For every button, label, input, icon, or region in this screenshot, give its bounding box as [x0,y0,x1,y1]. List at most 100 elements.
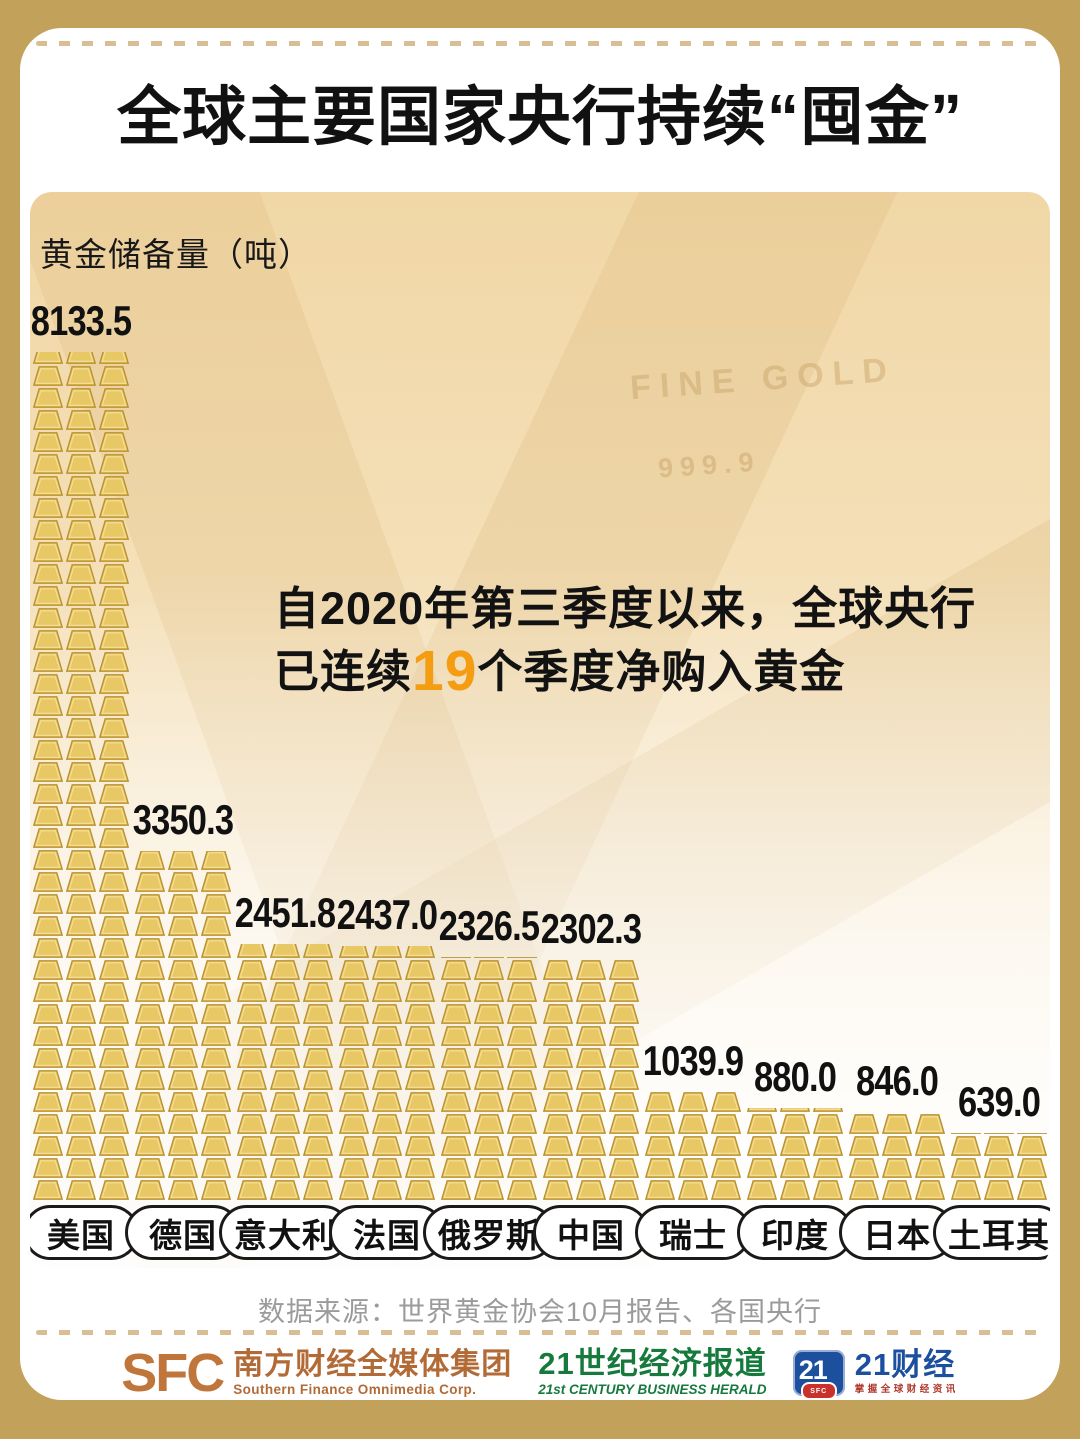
gold-bar-icon [201,1136,231,1156]
gold-bar-icon [99,1114,129,1134]
gold-bar-icon [66,828,96,848]
gold-bar-row [441,1092,537,1112]
gold-bar-row [543,1158,639,1178]
gold-bar-row [339,1136,435,1156]
gold-bar-icon [168,1158,198,1178]
gold-bar-row [441,1026,537,1046]
gold-bar-icon [576,1092,606,1112]
gold-bar-row [237,982,333,1002]
gold-bar-icon [99,388,129,408]
gold-bar-icon [66,1092,96,1112]
gold-bar-icon [441,960,471,980]
data-source-caption: 数据来源：世界黄金协会10月报告、各国央行 [257,1297,823,1327]
gold-bar-row [543,1004,639,1024]
sfc-name-en: Southern Finance Omnimedia Corp. [233,1381,477,1397]
gold-bar-icon [237,944,267,958]
gold-bar-row [237,944,333,958]
gold-bar-stack [951,1133,1047,1200]
gold-bar-icon [33,850,63,870]
gold-bar-row [441,960,537,980]
gold-bar-icon [339,1136,369,1156]
gold-bar-icon [135,1158,165,1178]
gold-bar-icon [33,740,63,760]
gold-bar-row [33,652,129,672]
gold-bar-icon [339,960,369,980]
gold-bar-row [747,1158,843,1178]
gold-bar-icon [99,938,129,958]
gold-bar-icon [33,432,63,452]
gold-bar-icon [66,564,96,584]
gold-bar-icon [33,696,63,716]
gold-bar-icon [882,1114,912,1134]
gold-bar-icon [474,1048,504,1068]
gold-bar-icon [507,957,537,958]
gold-bar-icon [441,1158,471,1178]
gold-bar-row [441,1114,537,1134]
gold-bar-icon [66,784,96,804]
gold-bar-icon [576,960,606,980]
gold-bar-row [441,1048,537,1068]
gold-bar-row [33,454,129,474]
gold-bar-icon [99,784,129,804]
gold-bar-icon [474,982,504,1002]
gold-bar-icon [168,1048,198,1068]
gold-bar-icon [405,1048,435,1068]
cj-name-block: 21财经 掌握全球财经资讯 [855,1348,959,1397]
gold-bar-icon [303,1026,333,1046]
gold-bar-row [135,1180,231,1200]
gold-bar-row [135,1048,231,1068]
gold-bar-icon [33,784,63,804]
gold-bar-icon [99,916,129,936]
gold-bar-icon [711,1158,741,1178]
bar-value-label: 8133.5 [30,297,132,344]
gold-bar-icon [609,1004,639,1024]
gold-bar-row [33,542,129,562]
gold-bar-row [33,740,129,760]
herald-name-en: 21st CENTURY BUSINESS HERALD [538,1382,767,1398]
gold-bar-row [33,388,129,408]
gold-bar-row [33,696,129,716]
gold-bar-row [441,1158,537,1178]
gold-bar-icon [99,1048,129,1068]
gold-bar-row [135,1158,231,1178]
gold-bar-icon [33,916,63,936]
gold-bar-icon [543,1136,573,1156]
y-axis-unit-label: 黄金储备量（吨） [40,236,312,273]
gold-bar-icon [405,1180,435,1200]
gold-bar-icon [66,454,96,474]
gold-bar-row [645,1136,741,1156]
gold-bar-icon [135,1026,165,1046]
gold-bar-icon [99,960,129,980]
21-caijing-app-icon: 21 SFC [792,1350,845,1400]
gold-bar-icon [813,1114,843,1134]
gold-bar-icon [303,1092,333,1112]
gold-bar-icon [372,1158,402,1178]
gold-bar-icon [237,1114,267,1134]
gold-bar-icon [33,652,63,672]
gold-bar-icon [33,542,63,562]
gold-bar-icon [339,1070,369,1090]
country-pill: 土耳其 [933,1205,1050,1260]
gold-bar-stack [849,1112,945,1200]
gold-bar-icon [441,982,471,1002]
gold-bar-icon [66,520,96,540]
gold-bar-icon [507,982,537,1002]
gold-bar-icon [201,1092,231,1112]
gold-bar-icon [441,1114,471,1134]
gold-bar-row [543,960,639,980]
bar-value-label: 639.0 [957,1078,1041,1125]
gold-bar-icon [99,894,129,914]
gold-bar-icon [507,960,537,980]
gold-bar-row [33,498,129,518]
gold-bar-icon [33,806,63,826]
gold-bar-icon [609,1136,639,1156]
gold-bar-row [33,1092,129,1112]
gold-bar-row [339,1158,435,1178]
gold-bar-icon [237,1048,267,1068]
gold-bar-icon [99,608,129,628]
gold-bar-icon [339,1114,369,1134]
annotation-line2-prefix: 已连续 [274,646,413,697]
gold-bar-row [543,1114,639,1134]
gold-bar-icon [339,946,369,958]
gold-bar-icon [135,851,165,870]
